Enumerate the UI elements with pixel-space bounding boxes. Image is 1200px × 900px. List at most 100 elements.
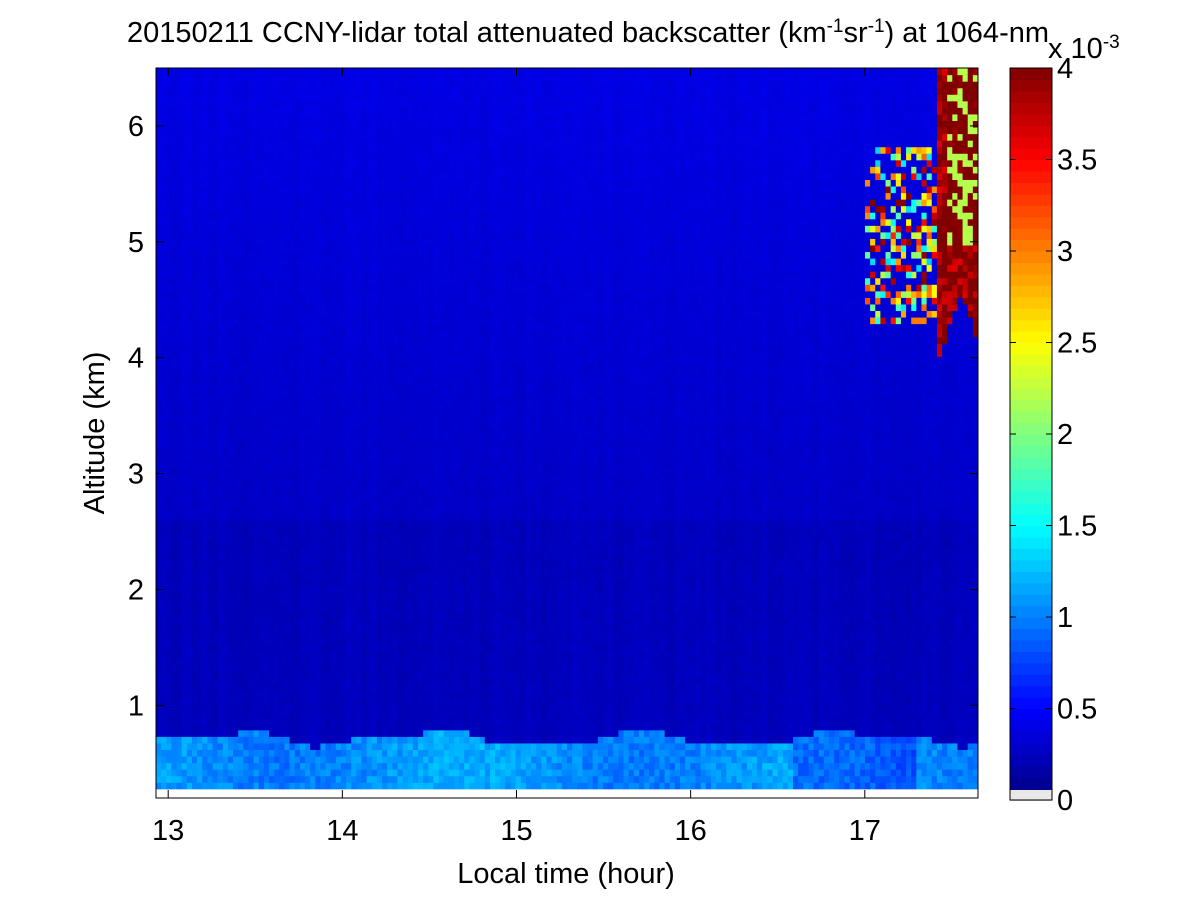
heatmap-cell xyxy=(335,264,342,272)
heatmap-cell xyxy=(269,474,275,482)
heatmap-cell xyxy=(320,755,327,764)
heatmap-cell xyxy=(351,559,357,567)
heatmap-cell xyxy=(263,271,270,279)
heatmap-cell xyxy=(289,356,296,364)
heatmap-cell xyxy=(217,716,224,724)
heatmap-cell xyxy=(233,618,239,626)
heatmap-cell xyxy=(202,546,208,554)
heatmap-cell xyxy=(186,434,193,443)
heatmap-cell xyxy=(351,395,357,403)
heatmap-cell xyxy=(330,402,337,410)
heatmap-cell xyxy=(371,421,378,429)
heatmap-cell xyxy=(186,100,193,108)
heatmap-cell xyxy=(274,113,280,122)
heatmap-cell xyxy=(361,448,368,456)
heatmap-cell xyxy=(299,441,306,449)
heatmap-cell xyxy=(207,683,214,692)
heatmap-cell xyxy=(258,657,265,665)
heatmap-cell xyxy=(351,651,357,659)
heatmap-cell xyxy=(227,697,234,705)
heatmap-cell xyxy=(202,500,208,508)
heatmap-cell xyxy=(186,421,193,429)
heatmap-cell xyxy=(299,212,306,220)
heatmap-cell xyxy=(161,605,167,613)
heatmap-cell xyxy=(366,775,373,783)
heatmap-cell xyxy=(238,742,244,751)
heatmap-cell xyxy=(166,415,173,423)
heatmap-cell xyxy=(289,336,296,344)
heatmap-cell xyxy=(191,172,198,180)
heatmap-cell xyxy=(212,408,219,416)
heatmap-cell xyxy=(371,657,378,665)
heatmap-cell xyxy=(186,408,193,416)
heatmap-cell xyxy=(191,349,198,357)
heatmap-cell xyxy=(202,271,208,279)
heatmap-cell xyxy=(361,552,368,560)
heatmap-cell xyxy=(248,199,255,207)
heatmap-cell xyxy=(248,153,255,161)
heatmap-cell xyxy=(299,539,306,547)
heatmap-cell xyxy=(156,749,162,757)
heatmap-cell xyxy=(274,107,280,115)
heatmap-cell xyxy=(310,539,316,547)
heatmap-cell xyxy=(325,172,332,180)
heatmap-cell xyxy=(269,762,275,770)
heatmap-cell xyxy=(222,68,229,76)
heatmap-cell xyxy=(263,251,270,259)
heatmap-cell xyxy=(320,159,327,167)
heatmap-cell xyxy=(346,107,352,115)
heatmap-cell xyxy=(227,565,234,574)
heatmap-cell xyxy=(279,585,286,593)
heatmap-cell xyxy=(156,271,162,279)
heatmap-cell xyxy=(351,238,357,246)
heatmap-cell xyxy=(356,546,363,554)
heatmap-cell xyxy=(335,677,342,685)
heatmap-cell xyxy=(310,736,316,744)
heatmap-cell xyxy=(387,598,393,606)
heatmap-cell xyxy=(310,369,316,377)
heatmap-cell xyxy=(171,487,178,495)
heatmap-cell xyxy=(304,467,311,475)
heatmap-cell xyxy=(335,454,342,462)
heatmap-cell xyxy=(197,153,203,161)
heatmap-cell xyxy=(315,448,321,456)
heatmap-cell xyxy=(197,670,203,678)
heatmap-cell xyxy=(171,179,178,187)
heatmap-cell xyxy=(176,742,183,751)
heatmap-cell xyxy=(315,225,321,233)
heatmap-cell xyxy=(197,362,203,370)
heatmap-cell xyxy=(304,166,311,174)
heatmap-cell xyxy=(243,677,250,685)
heatmap-cell xyxy=(340,218,347,226)
heatmap-cell xyxy=(320,349,327,357)
heatmap-cell xyxy=(191,703,198,711)
heatmap-cell xyxy=(263,120,270,128)
heatmap-cell xyxy=(197,487,203,495)
heatmap-cell xyxy=(191,762,198,770)
heatmap-cell xyxy=(366,205,373,213)
heatmap-cell xyxy=(217,769,224,777)
heatmap-cell xyxy=(253,159,260,167)
heatmap-cell xyxy=(284,179,291,187)
heatmap-cell xyxy=(335,611,342,619)
heatmap-cell xyxy=(366,579,373,587)
heatmap-cell xyxy=(279,199,286,207)
heatmap-cell xyxy=(181,762,188,770)
heatmap-cell xyxy=(181,487,188,495)
heatmap-cell xyxy=(325,205,332,213)
heatmap-cell xyxy=(258,520,265,528)
heatmap-cell xyxy=(325,493,332,502)
heatmap-cell xyxy=(156,638,162,646)
heatmap-cell xyxy=(310,323,316,331)
heatmap-cell xyxy=(233,782,239,790)
heatmap-cell xyxy=(284,68,291,76)
heatmap-cell xyxy=(371,729,378,737)
heatmap-cell xyxy=(304,159,311,167)
heatmap-cell xyxy=(186,611,193,619)
heatmap-cell xyxy=(207,415,214,423)
heatmap-cell xyxy=(315,697,321,705)
heatmap-cell xyxy=(294,389,301,397)
heatmap-cell xyxy=(330,729,337,737)
heatmap-cell xyxy=(340,467,347,475)
heatmap-cell xyxy=(197,716,203,724)
